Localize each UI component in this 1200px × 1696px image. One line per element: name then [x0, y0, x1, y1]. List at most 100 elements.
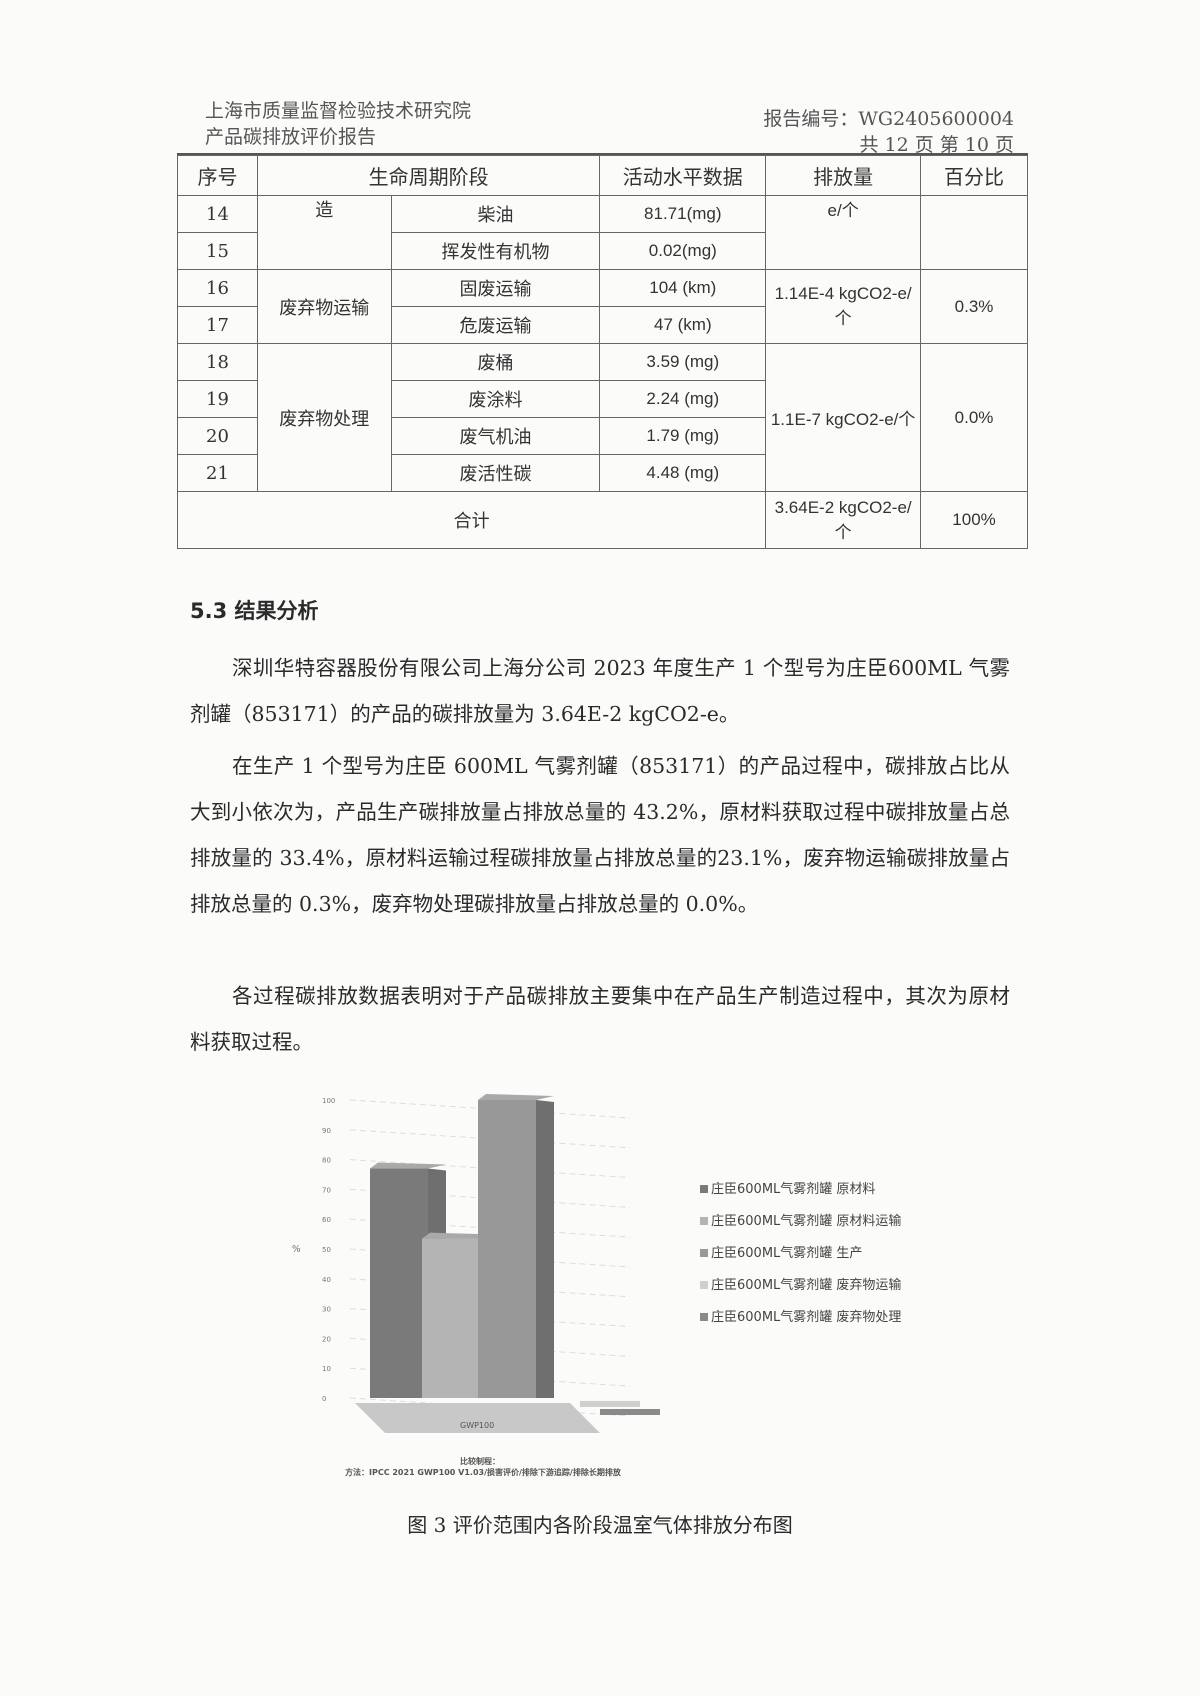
y-tick-label: 10 — [322, 1365, 331, 1373]
legend-item: 庄臣600ML气雾剂罐 原材料 — [700, 1180, 910, 1200]
total-label: 合计 — [176, 491, 767, 549]
y-tick-label: 40 — [322, 1276, 331, 1284]
legend-swatch — [700, 1313, 708, 1321]
chart-footnote-2: 方法：IPCC 2021 GWP100 V1.03/损害评价/排除下游追踪/排除… — [345, 1468, 621, 1477]
row-no: 20 — [177, 417, 258, 455]
bar-top — [370, 1162, 446, 1169]
total-emission: 3.64E-2 kgCO2-e/个 — [765, 491, 922, 549]
y-tick-label: 90 — [322, 1127, 331, 1135]
bar — [422, 1238, 480, 1398]
table-row: 17 危废运输 47 (km) — [177, 306, 1028, 344]
bar-top — [478, 1094, 554, 1100]
stage-cell: 废弃物运输 — [256, 269, 392, 344]
header-report-no: 报告编号：WG2405600004 — [763, 108, 1014, 130]
table-header-row: 序号 生命周期阶段 活动水平数据 排放量 百分比 — [177, 155, 1028, 196]
row-no: 17 — [177, 306, 258, 344]
header-page-info: 共 12 页 第 10 页 — [859, 134, 1014, 156]
y-tick-label: 80 — [322, 1157, 331, 1165]
item-cell: 废活性碳 — [390, 454, 601, 492]
y-axis-label: % — [292, 1245, 301, 1255]
legend-swatch — [700, 1217, 708, 1225]
col-header: 百分比 — [920, 155, 1028, 196]
chart-floor — [355, 1403, 600, 1433]
legend-label: 庄臣600ML气雾剂罐 原材料 — [711, 1182, 876, 1197]
activity-cell: 1.79 (mg) — [599, 417, 767, 455]
row-no: 18 — [177, 343, 258, 381]
item-cell: 固废运输 — [390, 269, 601, 307]
activity-cell: 3.59 (mg) — [599, 343, 767, 381]
legend-item: 庄臣600ML气雾剂罐 生产 — [700, 1244, 910, 1264]
table-row: 20 废气机油 1.79 (mg) — [177, 417, 1028, 455]
bar — [370, 1168, 428, 1398]
col-header: 活动水平数据 — [599, 155, 767, 196]
y-tick-label: 60 — [322, 1216, 331, 1224]
emission-cell: 1.14E-4 kgCO2-e/个 — [765, 269, 922, 344]
table-row: 14 造 柴油 81.71(mg) e/个 — [177, 195, 1028, 270]
section-title: 5.3 结果分析 — [190, 599, 319, 623]
table-row: 15 挥发性有机物 0.02(mg) — [177, 232, 1028, 270]
row-no: 16 — [177, 269, 258, 307]
table-row: 16 废弃物运输 固废运输 104 (km) 1.14E-4 kgCO2-e/个… — [177, 269, 1028, 344]
bar — [600, 1409, 660, 1415]
legend-item: 庄臣600ML气雾剂罐 原材料运输 — [700, 1212, 910, 1232]
y-tick-label: 30 — [322, 1306, 331, 1314]
chart-footnote-1: 比较制程： — [460, 1457, 500, 1466]
legend-swatch — [700, 1185, 708, 1193]
bar-side — [536, 1100, 554, 1398]
legend-item: 庄臣600ML气雾剂罐 废弃物运输 — [700, 1276, 910, 1296]
y-tick-label: 100 — [322, 1097, 335, 1105]
legend-label: 庄臣600ML气雾剂罐 废弃物运输 — [711, 1278, 902, 1293]
emission-cell: e/个 — [765, 195, 922, 270]
percent-cell: 0.0% — [920, 343, 1028, 492]
stage-cell: 造 — [256, 195, 392, 270]
activity-cell: 4.48 (mg) — [599, 454, 767, 492]
percent-cell — [920, 195, 1028, 270]
activity-cell: 81.71(mg) — [599, 195, 767, 233]
legend-label: 庄臣600ML气雾剂罐 原材料运输 — [711, 1214, 902, 1229]
row-no: 14 — [177, 195, 258, 233]
bar — [580, 1400, 640, 1407]
item-cell: 废桶 — [390, 343, 601, 381]
stage-cell: 废弃物处理 — [256, 343, 392, 492]
row-no: 19 — [177, 380, 258, 418]
activity-cell: 104 (km) — [599, 269, 767, 307]
item-cell: 危废运输 — [390, 306, 601, 344]
paragraph: 各过程碳排放数据表明对于产品碳排放主要集中在产品生产制造过程中，其次为原材料获取… — [190, 984, 1010, 1054]
legend-swatch — [700, 1281, 708, 1289]
row-no: 15 — [177, 232, 258, 270]
col-header: 生命周期阶段 — [256, 155, 601, 196]
bar — [478, 1100, 536, 1398]
paragraph: 深圳华特容器股份有限公司上海分公司 2023 年度生产 1 个型号为庄臣600M… — [190, 656, 1010, 726]
emission-table: 序号 生命周期阶段 活动水平数据 排放量 百分比 14 造 柴油 81.71(m… — [176, 155, 1028, 549]
header-org: 上海市质量监督检验技术研究院 — [205, 100, 472, 122]
legend-label: 庄臣600ML气雾剂罐 生产 — [711, 1246, 863, 1261]
y-tick-label: 50 — [322, 1246, 331, 1254]
chart-legend: 庄臣600ML气雾剂罐 原材料庄臣600ML气雾剂罐 原材料运输 庄臣600ML气… — [700, 1180, 910, 1340]
total-percent: 100% — [920, 491, 1028, 549]
emission-cell: 1.1E-7 kgCO2-e/个 — [765, 343, 922, 492]
header-rule — [177, 153, 1028, 155]
y-tick-label: 20 — [322, 1335, 331, 1343]
header-report-type: 产品碳排放评价报告 — [205, 126, 377, 148]
col-header: 序号 — [177, 155, 258, 196]
percent-cell: 0.3% — [920, 269, 1028, 344]
activity-cell: 2.24 (mg) — [599, 380, 767, 418]
item-cell: 柴油 — [390, 195, 601, 233]
legend-swatch — [700, 1249, 708, 1257]
activity-cell: 47 (km) — [599, 306, 767, 344]
item-cell: 挥发性有机物 — [390, 232, 601, 270]
y-tick-label: 70 — [322, 1186, 331, 1194]
legend-label: 庄臣600ML气雾剂罐 废弃物处理 — [711, 1310, 902, 1325]
bar-chart: 0 10 20 30 40 50 60 70 80 90 100 — [322, 1094, 660, 1433]
table-row: 18 废弃物处理 废桶 3.59 (mg) 1.1E-7 kgCO2-e/个 0… — [177, 343, 1028, 492]
y-tick-label: 0 — [322, 1395, 326, 1403]
legend-item: 庄臣600ML气雾剂罐 废弃物处理 — [700, 1308, 910, 1328]
row-no: 21 — [177, 454, 258, 492]
paragraph: 在生产 1 个型号为庄臣 600ML 气雾剂罐（853171）的产品过程中，碳排… — [190, 754, 1010, 916]
item-cell: 废气机油 — [390, 417, 601, 455]
x-tick-label: GWP100 — [460, 1421, 495, 1430]
activity-cell: 0.02(mg) — [599, 232, 767, 270]
table-row: 21 废活性碳 4.48 (mg) — [177, 454, 1028, 492]
table-total-row: 合计 3.64E-2 kgCO2-e/个 100% — [176, 491, 1028, 549]
col-header: 排放量 — [765, 155, 922, 196]
